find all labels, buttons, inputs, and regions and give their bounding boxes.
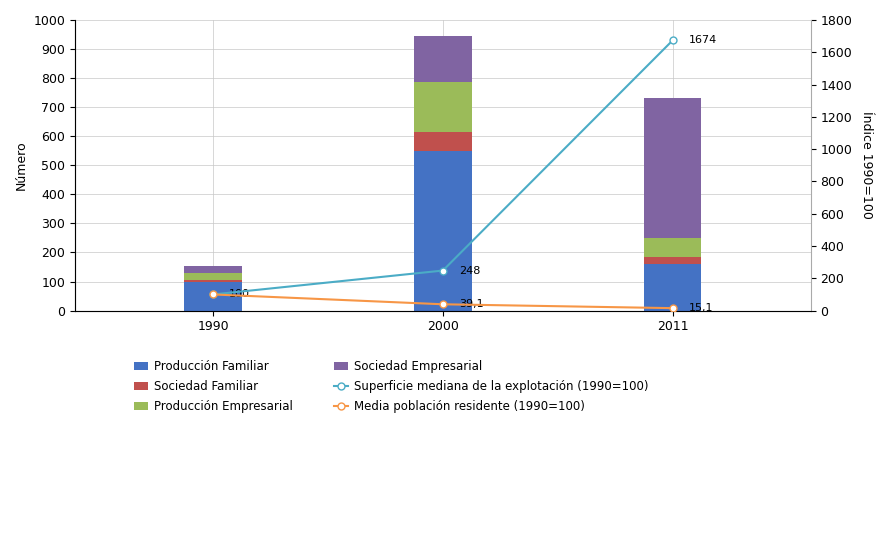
Legend: Producción Familiar, Sociedad Familiar, Producción Empresarial, Sociedad Empresa: Producción Familiar, Sociedad Familiar, … [134, 360, 649, 413]
Bar [185, 273, 242, 280]
Superficie mediana de la explotación (1990=100) [208, 291, 218, 298]
Text: 248: 248 [459, 265, 480, 276]
Media población residente (1990=100) [668, 305, 678, 311]
Superficie mediana de la explotación (1990=100) [668, 37, 678, 44]
Bar [185, 280, 242, 282]
Y-axis label: Índice 1990=100: Índice 1990=100 [860, 111, 873, 219]
Bar [644, 257, 702, 264]
Bar [644, 98, 702, 238]
Bar [185, 265, 242, 273]
Media población residente (1990=100) [438, 301, 448, 307]
Bar [185, 282, 242, 311]
Text: 100: 100 [229, 289, 250, 299]
Text: 15,1: 15,1 [689, 303, 713, 313]
Bar [644, 264, 702, 311]
Line: Media población residente (1990=100): Media población residente (1990=100) [210, 291, 676, 312]
Bar [644, 238, 702, 257]
Bar [414, 132, 472, 151]
Bar [414, 151, 472, 311]
Y-axis label: Número: Número [15, 140, 28, 190]
Line: Superficie mediana de la explotación (1990=100): Superficie mediana de la explotación (19… [210, 37, 676, 298]
Text: 1674: 1674 [689, 35, 717, 45]
Bar [414, 82, 472, 132]
Text: 39,1: 39,1 [459, 299, 484, 309]
Media población residente (1990=100) [208, 291, 218, 298]
Superficie mediana de la explotación (1990=100) [438, 268, 448, 274]
Bar [414, 36, 472, 82]
